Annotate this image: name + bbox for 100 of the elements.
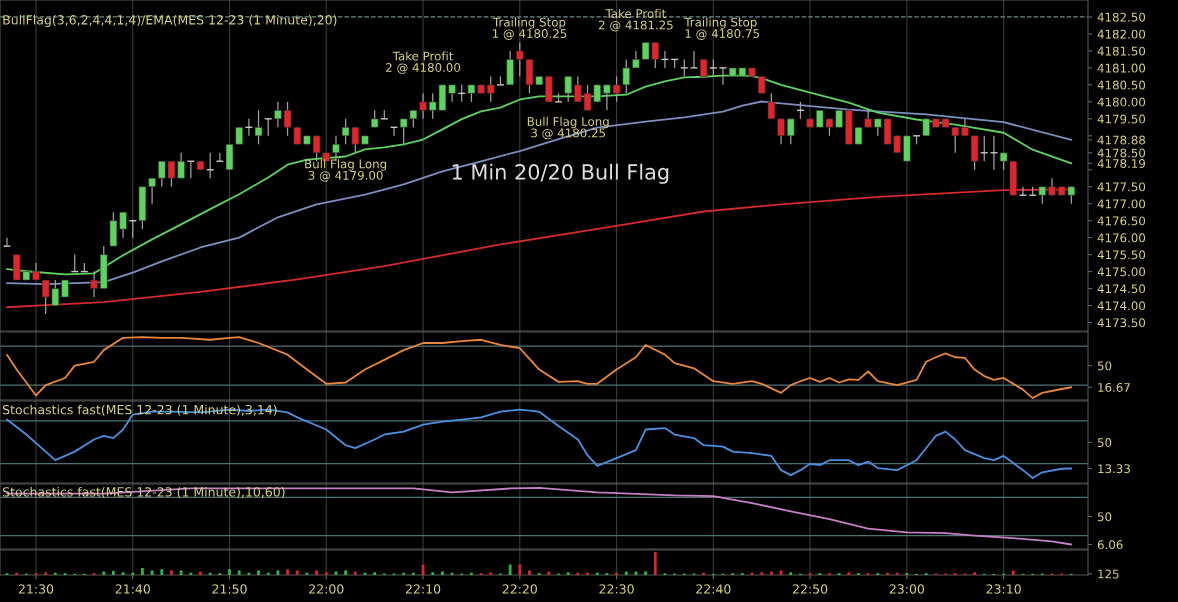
y-tick-label: 50 [1097, 438, 1112, 448]
candlestick [787, 118, 795, 145]
x-tick-label: 22:20 [502, 584, 537, 594]
bar [324, 572, 328, 575]
bar [973, 572, 976, 575]
bar [228, 569, 231, 575]
y-tick-label: 4175.00 [1097, 267, 1146, 277]
candlestick [487, 75, 495, 103]
bar [508, 564, 512, 575]
y-tick-label: 4178.88 [1097, 135, 1146, 145]
bar [102, 571, 106, 575]
y-tick-label: 6.06 [1097, 540, 1123, 550]
annotation: Take Profit 2 @ 4180.00 [386, 51, 461, 74]
y-tick-label: 125 [1098, 569, 1119, 579]
bar [402, 572, 406, 575]
bar [595, 572, 599, 575]
bar [547, 571, 551, 575]
bar [653, 551, 657, 575]
bar [373, 572, 377, 575]
annotation: Trailing Stop 1 @ 4180.25 [492, 17, 567, 40]
y-tick-label: 4175.50 [1097, 250, 1146, 260]
bar [644, 571, 647, 575]
y-tick-label: 4176.50 [1097, 216, 1146, 226]
candlestick [689, 50, 699, 69]
y-tick-label: 4173.50 [1097, 318, 1146, 328]
bar [131, 572, 135, 575]
y-tick-label: 4174.50 [1097, 284, 1146, 294]
x-tick-label: 23:10 [986, 584, 1021, 594]
y-tick-label: 4180.50 [1097, 80, 1146, 90]
annotation: Take Profit 2 @ 4181.25 [598, 8, 673, 32]
y-tick-label: 16.67 [1098, 382, 1130, 392]
x-tick-label: 23:00 [889, 584, 925, 594]
text: BullFlag(3,6,2,4,4,1,4)/EMA(MES 12-23 (1 Minute),20) [3, 14, 337, 27]
bar [760, 572, 764, 575]
bar [170, 570, 173, 575]
annotation: Trailing Stop 1 @ 4180.75 [684, 17, 759, 40]
bar [624, 571, 628, 575]
bar [266, 572, 270, 575]
bar [208, 572, 212, 575]
bar [189, 572, 193, 575]
bar [847, 572, 851, 575]
bar [44, 572, 48, 575]
x-tick-label: 22:50 [792, 584, 828, 594]
candlestick [718, 67, 728, 86]
x-tick-label: 22:00 [309, 584, 344, 594]
x-tick-label: 21:40 [115, 584, 150, 594]
y-tick-label: 4180.00 [1097, 97, 1146, 107]
x-tick-label: 22:40 [696, 584, 731, 594]
y-tick-label: 4176.00 [1097, 233, 1146, 243]
bar [411, 572, 415, 575]
bar [489, 572, 493, 575]
bar [112, 570, 115, 575]
annotation: 1 Min 20/20 Bull Flag [452, 163, 669, 184]
bar [141, 568, 144, 575]
x-tick-label: 22:30 [599, 584, 634, 594]
bar [179, 570, 183, 575]
y-tick-label: 4178.50 [1097, 148, 1146, 158]
bar [295, 570, 299, 575]
bar [431, 572, 435, 575]
bar [566, 572, 570, 575]
y-tick-label: 4174.00 [1097, 301, 1146, 311]
bar [1011, 570, 1015, 575]
bar [576, 572, 580, 575]
bar [257, 570, 260, 575]
y-tick-label: 4181.50 [1097, 46, 1146, 56]
x-tick-label: 21:50 [212, 584, 247, 594]
bar [789, 572, 793, 575]
candlestick [90, 270, 98, 298]
y-tick-label: 4179.50 [1097, 114, 1146, 124]
y-tick-label: 4177.50 [1097, 182, 1146, 192]
bar [53, 572, 57, 575]
bar [528, 570, 531, 575]
y-tick-label: 50 [1097, 361, 1112, 371]
y-tick-label: 4181.00 [1097, 63, 1146, 73]
bar [770, 571, 773, 575]
bar [286, 569, 289, 575]
bar [441, 571, 444, 575]
bar [615, 572, 618, 575]
bar [344, 570, 347, 575]
y-tick-label: 4177.00 [1097, 199, 1146, 209]
bar [199, 571, 202, 575]
bar [518, 564, 522, 575]
bar [160, 569, 164, 575]
candlestick [419, 92, 427, 120]
y-tick-label: 4178.19 [1097, 159, 1146, 168]
bar [586, 572, 589, 575]
y-tick-label: 50 [1097, 512, 1112, 522]
candlestick [2, 237, 12, 247]
bar [15, 572, 19, 575]
bar [895, 572, 899, 575]
bar [886, 572, 889, 575]
y-tick-label: 13.33 [1098, 464, 1130, 474]
bar [353, 571, 357, 575]
y-tick-label: 4182.50 [1097, 12, 1146, 22]
bar [702, 572, 706, 575]
line-series [6, 336, 1073, 399]
annotation: Bull Flag Long 3 @ 4179.00 [305, 159, 387, 182]
x-tick-label: 21:30 [18, 584, 54, 594]
y-tick-label: 4182.00 [1097, 29, 1146, 39]
x-tick-label: 22:10 [405, 584, 441, 594]
